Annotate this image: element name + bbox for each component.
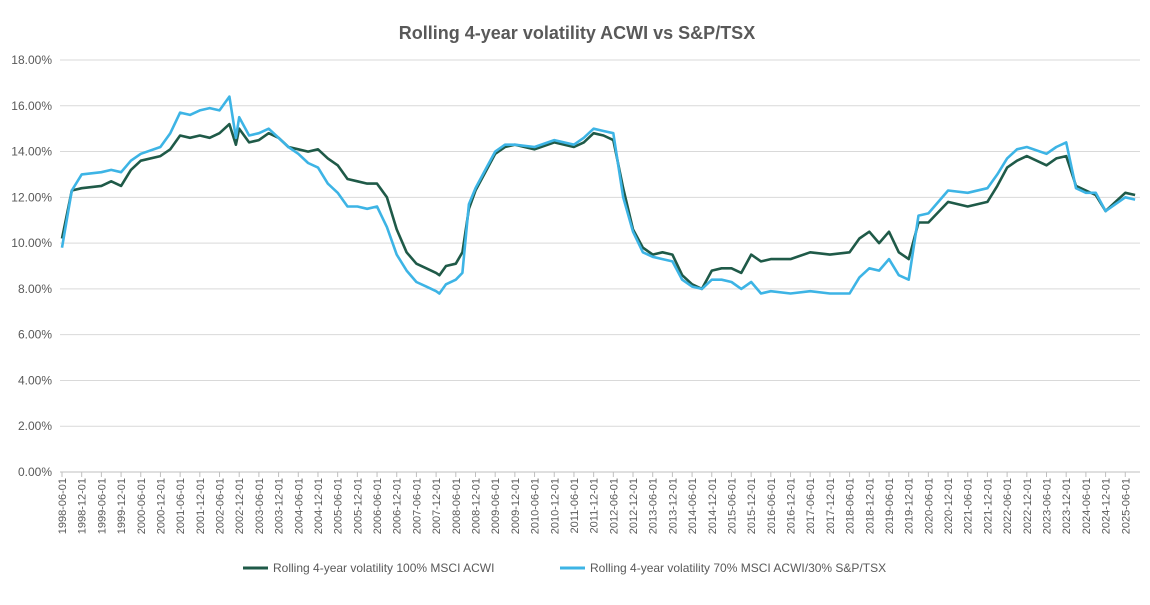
x-tick-label: 2020-06-01	[923, 478, 935, 534]
gridlines	[60, 59, 1140, 427]
x-tick-label: 2016-06-01	[766, 478, 778, 534]
x-tick-label: 2019-06-01	[884, 478, 896, 534]
x-tick-label: 2021-12-01	[982, 478, 994, 534]
x-tick-label: 2022-06-01	[1002, 478, 1014, 534]
x-tick-label: 2014-06-01	[687, 478, 699, 534]
y-tick-label: 6.00%	[18, 328, 52, 342]
x-tick-label: 2001-06-01	[175, 478, 187, 534]
x-tick-label: 2024-06-01	[1081, 478, 1093, 534]
x-tick-label: 2006-12-01	[392, 478, 404, 534]
x-tick-label: 2018-06-01	[845, 478, 857, 534]
x-tick-label: 2008-06-01	[451, 478, 463, 534]
x-tick-label: 2025-06-01	[1120, 478, 1132, 534]
x-tick-label: 2011-12-01	[589, 478, 601, 533]
y-tick-label: 4.00%	[18, 373, 52, 387]
x-tick-label: 2012-12-01	[628, 478, 640, 534]
x-tick-label: 2005-06-01	[333, 478, 345, 534]
x-tick-label: 2016-12-01	[786, 478, 798, 534]
x-tick-label: 2004-06-01	[293, 478, 305, 534]
x-tick-label: 2000-06-01	[136, 478, 148, 534]
x-tick-label: 2009-06-01	[490, 478, 502, 534]
series-line-blend	[60, 95, 1136, 295]
x-tick-label: 2008-12-01	[470, 478, 482, 534]
x-axis: 1998-06-01 1998-12-01 1999-06-01 1999-12-01…	[57, 471, 1140, 534]
x-tick-label: 1999-12-01	[116, 478, 128, 534]
x-tick-label: 2023-06-01	[1042, 478, 1054, 534]
x-tick-label: 2004-12-01	[313, 478, 325, 534]
legend-label-acwi: Rolling 4-year volatility 100% MSCI ACWI	[273, 561, 494, 575]
x-tick-label: 2017-06-01	[805, 478, 817, 534]
y-tick-label: 16.00%	[11, 99, 52, 113]
x-tick-label: 2021-06-01	[963, 478, 975, 534]
x-tick-label: 2013-06-01	[648, 478, 660, 534]
chart-title: Rolling 4-year volatility ACWI vs S&P/TS…	[399, 23, 755, 43]
series-line-acwi	[60, 122, 1136, 291]
x-tick-label: 2003-12-01	[274, 478, 286, 534]
x-tick-label: 1998-06-01	[57, 478, 69, 534]
y-tick-label: 18.00%	[11, 53, 52, 67]
x-tick-label: 2013-12-01	[667, 478, 679, 534]
legend: Rolling 4-year volatility 100% MSCI ACWI…	[243, 561, 886, 575]
y-tick-label: 12.00%	[11, 190, 52, 204]
x-tick-label: 2007-12-01	[431, 478, 443, 534]
y-tick-label: 8.00%	[18, 282, 52, 296]
y-tick-label: 14.00%	[11, 145, 52, 159]
x-tick-label: 2017-12-01	[825, 478, 837, 534]
x-tick-label: 2011-06-01	[569, 478, 581, 533]
x-tick-label: 2022-12-01	[1022, 478, 1034, 534]
legend-label-blend: Rolling 4-year volatility 70% MSCI ACWI/…	[590, 561, 886, 575]
x-tick-label: 2007-06-01	[411, 478, 423, 534]
x-tick-label: 2012-06-01	[608, 478, 620, 534]
x-tick-label: 1998-12-01	[77, 478, 89, 534]
x-tick-label: 2020-12-01	[943, 478, 955, 534]
x-tick-label: 2019-12-01	[904, 478, 916, 534]
series-lines	[60, 95, 1136, 295]
y-tick-label: 2.00%	[18, 419, 52, 433]
y-tick-label: 0.00%	[18, 465, 52, 479]
x-tick-label: 2002-06-01	[215, 478, 227, 534]
x-tick-label: 1999-06-01	[96, 478, 108, 534]
x-tick-label: 2015-06-01	[726, 478, 738, 534]
y-tick-label: 10.00%	[11, 236, 52, 250]
x-tick-label: 2010-06-01	[530, 478, 542, 534]
x-tick-label: 2002-12-01	[234, 478, 246, 534]
x-tick-label: 2003-06-01	[254, 478, 266, 534]
x-tick-label: 2018-12-01	[864, 478, 876, 534]
x-tick-label: 2001-12-01	[195, 478, 207, 534]
y-axis: 0.00% 2.00% 4.00% 6.00% 8.00% 10.00% 12.00% 14.…	[11, 53, 52, 479]
x-tick-label: 2009-12-01	[510, 478, 522, 534]
x-tick-label: 2000-12-01	[155, 478, 167, 534]
x-tick-label: 2015-12-01	[746, 478, 758, 534]
x-tick-label: 2010-12-01	[549, 478, 561, 534]
x-tick-label: 2024-12-01	[1101, 478, 1113, 534]
x-tick-label: 2023-12-01	[1061, 478, 1073, 534]
x-tick-label: 2005-12-01	[352, 478, 364, 534]
x-tick-label: 2014-12-01	[707, 478, 719, 534]
x-tick-label: 2006-06-01	[372, 478, 384, 534]
